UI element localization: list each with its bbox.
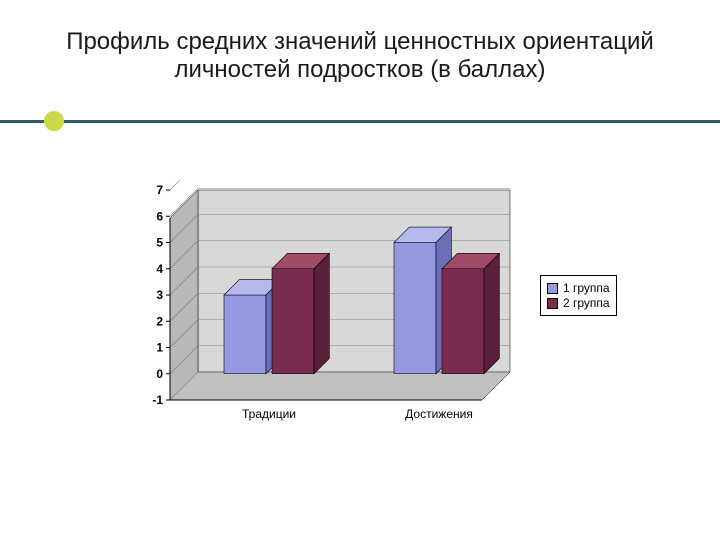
svg-text:5: 5 <box>156 236 163 250</box>
svg-text:1: 1 <box>156 341 163 355</box>
svg-text:2: 2 <box>156 314 163 328</box>
title-rule <box>0 120 720 123</box>
slide: Профиль средних значений ценностных орие… <box>0 0 720 540</box>
svg-text:Традиции: Традиции <box>242 407 296 421</box>
svg-text:Достижения: Достижения <box>405 407 473 421</box>
bar-chart: -1 0 1 2 3 4 5 6 7 Традиции Достижения <box>130 180 520 440</box>
legend-item: 2 группа <box>547 296 610 310</box>
legend-item: 1 группа <box>547 281 610 295</box>
svg-text:6: 6 <box>156 209 163 223</box>
svg-text:0: 0 <box>156 367 163 381</box>
svg-text:7: 7 <box>156 183 163 197</box>
svg-text:-1: -1 <box>152 393 163 407</box>
svg-text:3: 3 <box>156 288 163 302</box>
page-title: Профиль средних значений ценностных орие… <box>60 28 660 84</box>
legend: 1 группа 2 группа <box>540 275 617 316</box>
legend-label: 2 группа <box>563 296 610 310</box>
svg-text:4: 4 <box>156 262 163 276</box>
legend-swatch-icon <box>547 283 558 294</box>
title-bullet-dot <box>44 111 64 131</box>
legend-swatch-icon <box>547 298 558 309</box>
chart-container: -1 0 1 2 3 4 5 6 7 Традиции Достижения <box>130 180 600 440</box>
legend-label: 1 группа <box>563 281 610 295</box>
